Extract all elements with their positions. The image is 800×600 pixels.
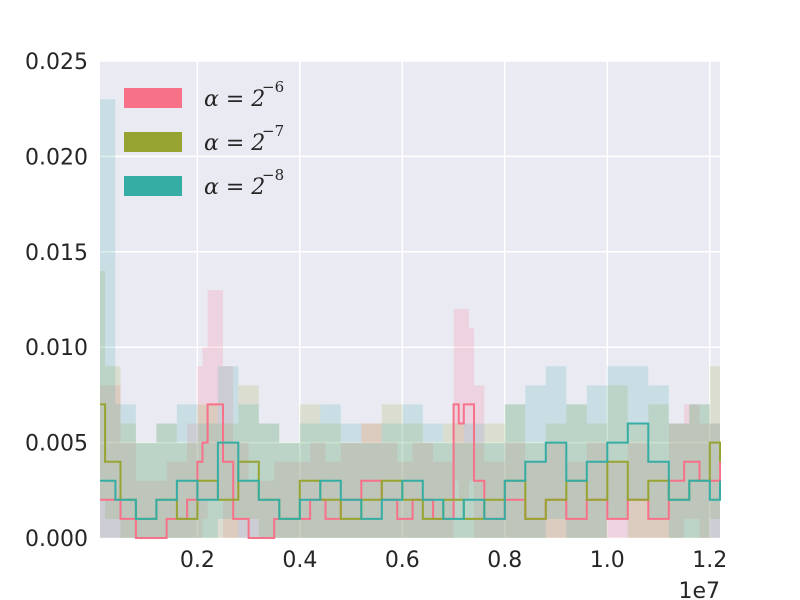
legend-swatch bbox=[124, 132, 182, 152]
series-1-envelope bbox=[100, 270, 720, 538]
x-axis-offset-label: 1e7 bbox=[678, 579, 720, 600]
x-tick-label: 0.8 bbox=[487, 548, 522, 573]
y-tick-label: 0.000 bbox=[25, 527, 88, 552]
x-tick-label: 1.2 bbox=[692, 548, 727, 573]
legend-exponent: −8 bbox=[262, 166, 284, 184]
legend-exponent: −7 bbox=[262, 122, 284, 140]
y-tick-label: 0.005 bbox=[25, 432, 88, 457]
legend: α = 2−6α = 2−7α = 2−8 bbox=[124, 78, 284, 200]
y-axis-ticks: 0.000 0.005 0.010 0.015 0.020 0.025 bbox=[25, 50, 88, 552]
legend-exponent: −6 bbox=[262, 78, 284, 96]
series-0-envelope bbox=[100, 290, 720, 538]
series-2-line bbox=[100, 422, 721, 520]
legend-label: α = 2 bbox=[204, 131, 265, 156]
y-tick-label: 0.025 bbox=[25, 50, 88, 75]
x-tick-label: 0.4 bbox=[282, 548, 317, 573]
legend-label: α = 2 bbox=[204, 87, 265, 112]
series-2-envelope bbox=[100, 99, 720, 538]
y-tick-label: 0.020 bbox=[25, 145, 88, 170]
x-axis-ticks: 0.2 0.4 0.6 0.8 1.0 1.2 bbox=[180, 548, 727, 573]
x-tick-label: 1.0 bbox=[590, 548, 625, 573]
series-lines bbox=[100, 403, 721, 539]
legend-swatch bbox=[124, 176, 182, 196]
x-tick-label: 0.6 bbox=[385, 548, 420, 573]
y-tick-label: 0.010 bbox=[25, 336, 88, 361]
x-tick-label: 0.2 bbox=[180, 548, 215, 573]
legend-swatch bbox=[124, 88, 182, 108]
series-envelopes bbox=[100, 99, 720, 538]
y-tick-label: 0.015 bbox=[25, 241, 88, 266]
legend-label: α = 2 bbox=[204, 175, 265, 200]
